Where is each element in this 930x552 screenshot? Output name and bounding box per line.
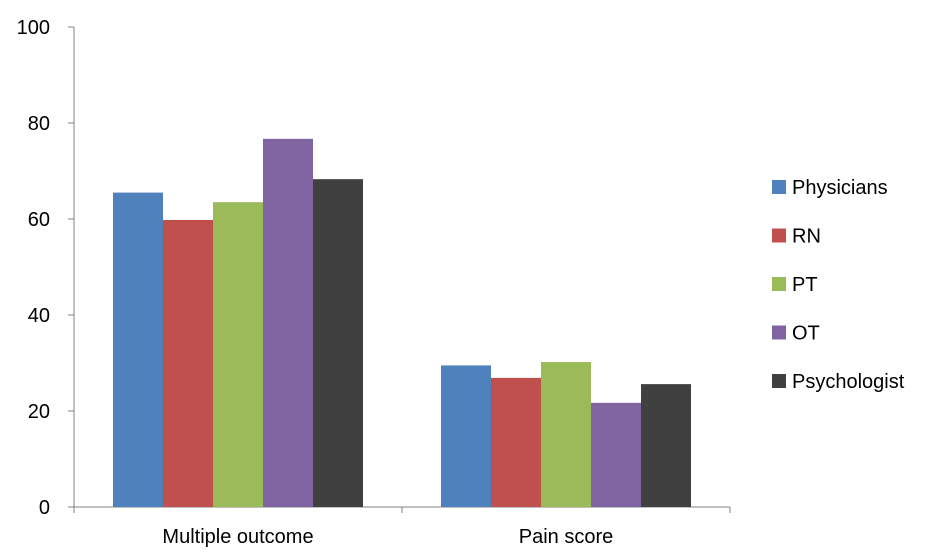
legend-label: OT (792, 323, 820, 345)
x-tick-label: Pain score (519, 526, 614, 548)
legend-label: RN (792, 226, 821, 248)
legend-label: Physicians (792, 177, 888, 199)
legend: Physicians RN PT OT Psychologist (772, 177, 905, 393)
x-tick-label: Multiple outcome (162, 526, 313, 548)
y-tick-label: 0 (39, 497, 50, 519)
bar (213, 202, 263, 507)
y-tick-label: 20 (28, 401, 50, 423)
bar (113, 192, 163, 507)
bar (163, 219, 213, 507)
bar (591, 402, 641, 507)
y-tick-label: 40 (28, 305, 50, 327)
bar (491, 377, 541, 507)
bar (313, 179, 363, 507)
legend-swatch (772, 325, 786, 340)
legend-swatch (772, 374, 786, 388)
plot-area: 0 20 40 60 80 100 Multiple outcome Pain score (17, 17, 731, 548)
bar (541, 362, 591, 507)
y-tick-label: 60 (28, 209, 50, 231)
legend-swatch (772, 277, 786, 291)
legend-swatch (772, 228, 786, 243)
legend-label: PT (792, 274, 818, 296)
y-tick-label: 100 (17, 17, 50, 39)
bar (641, 384, 691, 507)
bar (441, 365, 491, 507)
bar (263, 138, 313, 507)
legend-label: Psychologist (792, 371, 905, 393)
y-tick-label: 80 (28, 113, 50, 135)
legend-swatch (772, 180, 786, 194)
